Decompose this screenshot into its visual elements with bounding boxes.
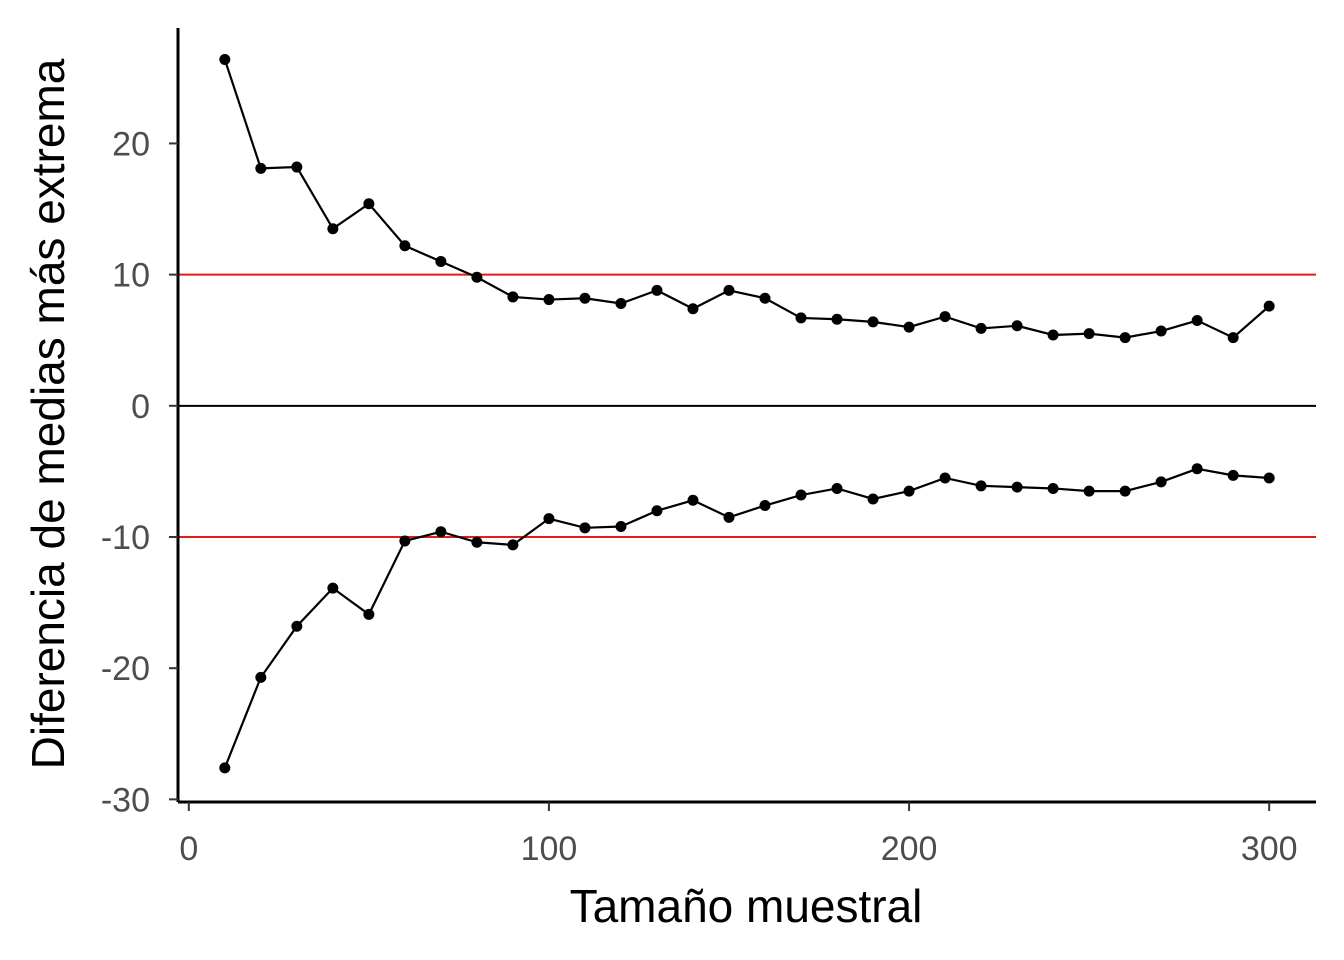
y-tick-label: -30	[101, 781, 150, 819]
data-point-0-26	[1155, 325, 1167, 337]
data-point-1-23	[1047, 482, 1059, 494]
y-tick-label: 0	[131, 388, 150, 426]
data-point-0-28	[1227, 332, 1239, 344]
data-point-1-3	[327, 582, 339, 594]
data-point-0-11	[615, 297, 627, 309]
data-point-0-27	[1191, 315, 1203, 327]
data-point-1-8	[507, 539, 519, 551]
data-point-1-21	[975, 480, 987, 492]
data-point-0-12	[651, 284, 663, 296]
data-point-0-7	[471, 271, 483, 283]
y-tick-label: -10	[101, 519, 150, 557]
data-point-1-26	[1155, 476, 1167, 488]
data-point-1-24	[1083, 485, 1095, 497]
series-line-1	[223, 467, 1270, 769]
data-point-0-17	[831, 313, 843, 325]
data-point-0-1	[255, 162, 267, 174]
x-tick-label: 100	[521, 830, 578, 868]
data-point-1-9	[543, 513, 555, 525]
data-point-1-7	[471, 536, 483, 548]
data-point-1-19	[903, 485, 915, 497]
data-point-1-20	[939, 472, 951, 484]
data-point-1-6	[435, 526, 447, 538]
y-axis-title: Diferencia de medias más extrema	[22, 58, 74, 769]
data-point-1-16	[795, 489, 807, 501]
data-point-0-29	[1263, 300, 1275, 312]
data-point-1-10	[579, 522, 591, 534]
data-point-1-1	[255, 671, 267, 683]
data-point-1-28	[1227, 469, 1239, 481]
y-tick-label: 20	[112, 125, 150, 163]
data-point-0-3	[327, 223, 339, 235]
data-point-0-19	[903, 321, 915, 333]
data-point-0-5	[399, 240, 411, 252]
y-tick-label: 10	[112, 257, 150, 295]
data-point-0-18	[867, 316, 879, 328]
data-point-1-29	[1263, 472, 1275, 484]
reference-lines	[178, 273, 1316, 539]
data-point-0-25	[1119, 332, 1131, 344]
data-point-0-22	[1011, 320, 1023, 332]
data-point-0-6	[435, 256, 447, 268]
data-point-0-20	[939, 311, 951, 323]
series-line-0	[223, 59, 1270, 339]
data-point-1-5	[399, 535, 411, 547]
data-point-0-21	[975, 322, 987, 334]
data-point-0-24	[1083, 328, 1095, 340]
data-point-0-15	[759, 292, 771, 304]
data-point-1-11	[615, 521, 627, 533]
y-tick-label: -20	[101, 650, 150, 688]
data-point-1-2	[291, 620, 303, 632]
axes	[169, 28, 1316, 811]
series-layer	[219, 53, 1275, 774]
x-tick-label: 0	[179, 830, 198, 868]
tick-labels: 0 100 200 300 -30 -20 -10 0 10 20	[101, 125, 1298, 868]
data-point-1-14	[723, 511, 735, 523]
data-point-1-15	[759, 500, 771, 512]
data-point-1-17	[831, 482, 843, 494]
data-point-1-4	[363, 608, 375, 620]
data-point-0-9	[543, 294, 555, 306]
data-point-0-16	[795, 312, 807, 324]
data-point-1-22	[1011, 481, 1023, 493]
data-point-0-10	[579, 292, 591, 304]
data-point-1-25	[1119, 485, 1131, 497]
data-point-0-0	[219, 53, 231, 65]
data-point-0-23	[1047, 329, 1059, 341]
data-point-0-14	[723, 284, 735, 296]
x-tick-label: 300	[1241, 830, 1298, 868]
x-tick-label: 200	[881, 830, 938, 868]
data-point-0-2	[291, 161, 303, 173]
data-point-1-18	[867, 493, 879, 505]
data-point-1-13	[687, 494, 699, 506]
data-point-0-13	[687, 303, 699, 315]
data-point-1-27	[1191, 463, 1203, 475]
data-point-1-0	[219, 762, 231, 774]
data-point-1-12	[651, 505, 663, 517]
data-point-0-4	[363, 198, 375, 210]
data-point-0-8	[507, 291, 519, 303]
x-axis-title: Tamaño muestral	[570, 880, 923, 932]
